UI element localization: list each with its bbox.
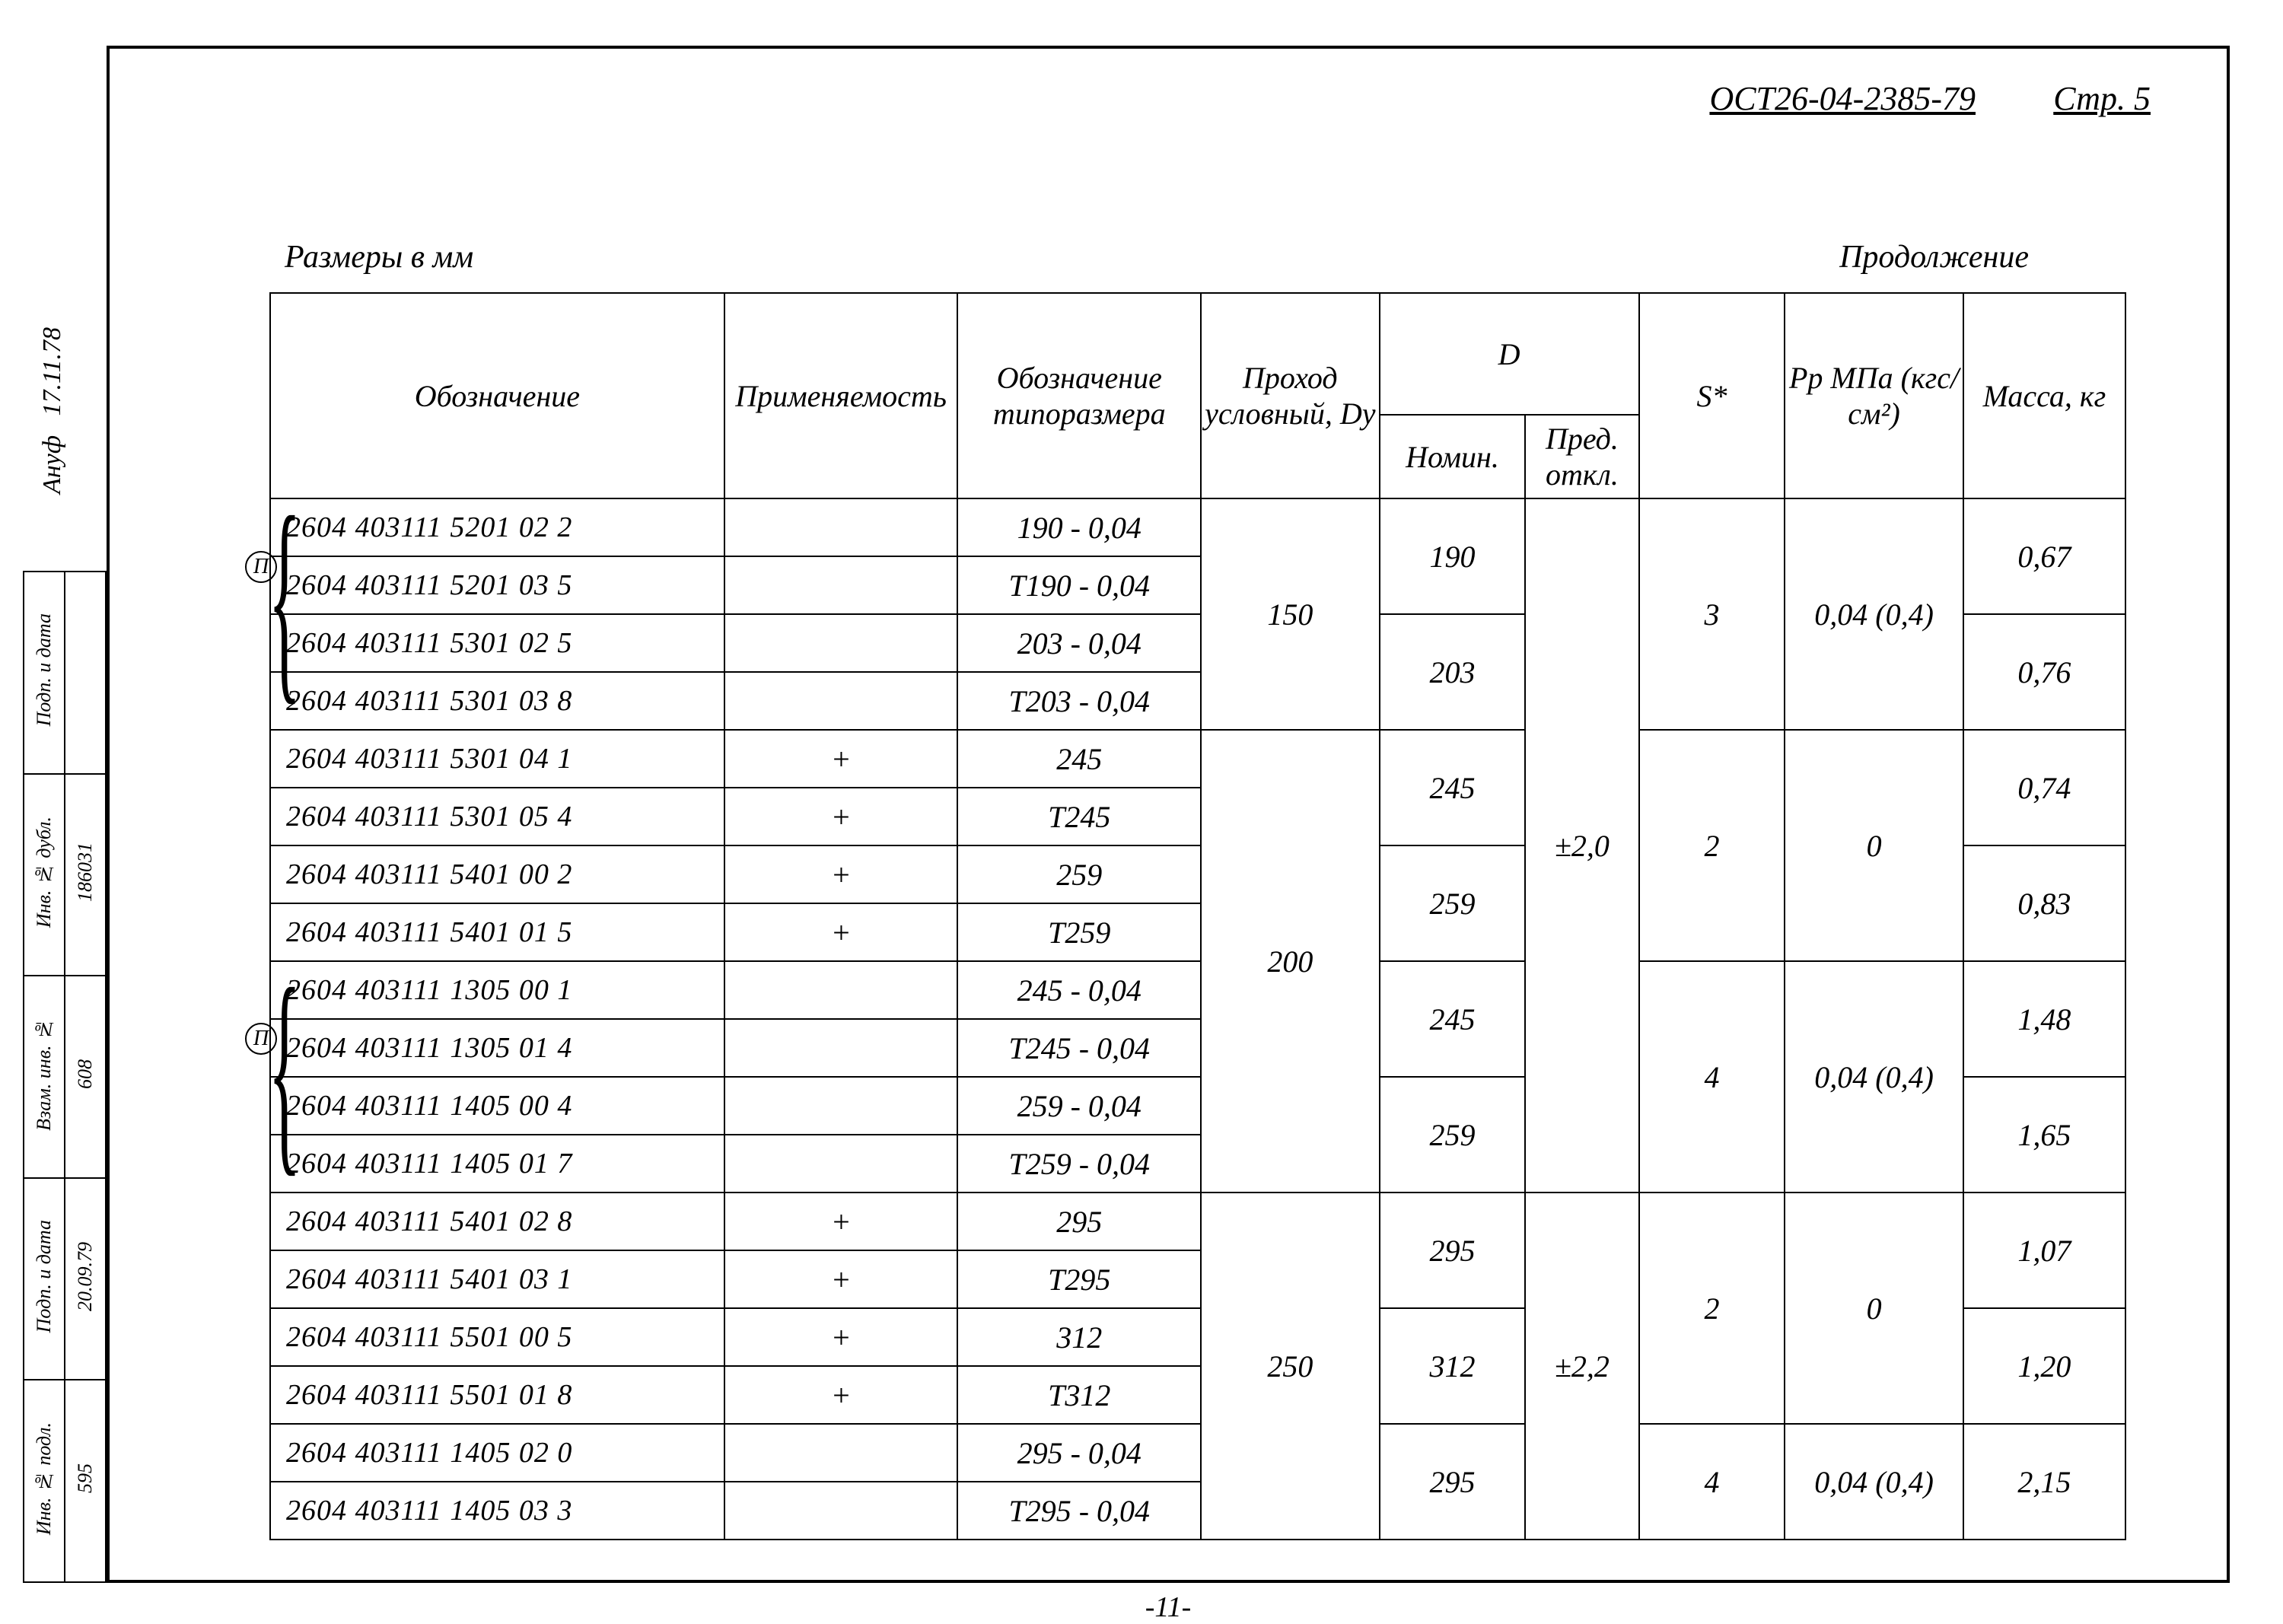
th-d: D [1380, 293, 1639, 415]
title-block-side: Подп. и дата Инв. № дубл.186031 Взам. ин… [23, 571, 107, 1583]
document-id: ОСТ26-04-2385-79 [1709, 79, 1976, 118]
drawing-frame: ОСТ26-04-2385-79 Стр. 5 Размеры в мм Про… [107, 46, 2230, 1583]
signature-date: Ануф 17.11.78 [38, 327, 67, 494]
th-s: S* [1639, 293, 1785, 498]
table-row: 2604 403111 1405 02 0 295 - 0,04 295 4 0… [270, 1424, 2125, 1482]
th-passage: Проход условный, Dу [1201, 293, 1379, 498]
th-typesize: Обозначение типоразмера [957, 293, 1201, 498]
table-row: 2604 403111 1305 00 1 245 - 0,04 245 4 0… [270, 961, 2125, 1019]
dimensions-label: Размеры в мм [285, 239, 473, 275]
table-row: 2604 403111 5301 04 1 + 245 200 245 2 0 … [270, 730, 2125, 788]
th-nominal: Номин. [1380, 415, 1526, 498]
page-number: Стр. 5 [2053, 79, 2151, 118]
footer-page: -11- [1145, 1591, 1192, 1624]
table-row: 2604 403111 5401 02 8 + 295 250 295 ±2,2… [270, 1193, 2125, 1250]
continuation-label: Продолжение [1839, 239, 2029, 275]
main-table: Обозначение Применяемость Обозначение ти… [269, 292, 2126, 1540]
th-pp: Pp МПа (кгс/см²) [1785, 293, 1963, 498]
th-designation: Обозначение [270, 293, 724, 498]
th-applicability: Применяемость [724, 293, 958, 498]
th-mass: Масса, кг [1963, 293, 2125, 498]
th-deviation: Пред. откл. [1525, 415, 1638, 498]
table-row: 2604 403111 5201 02 2 190 - 0,04 150 190… [270, 498, 2125, 556]
